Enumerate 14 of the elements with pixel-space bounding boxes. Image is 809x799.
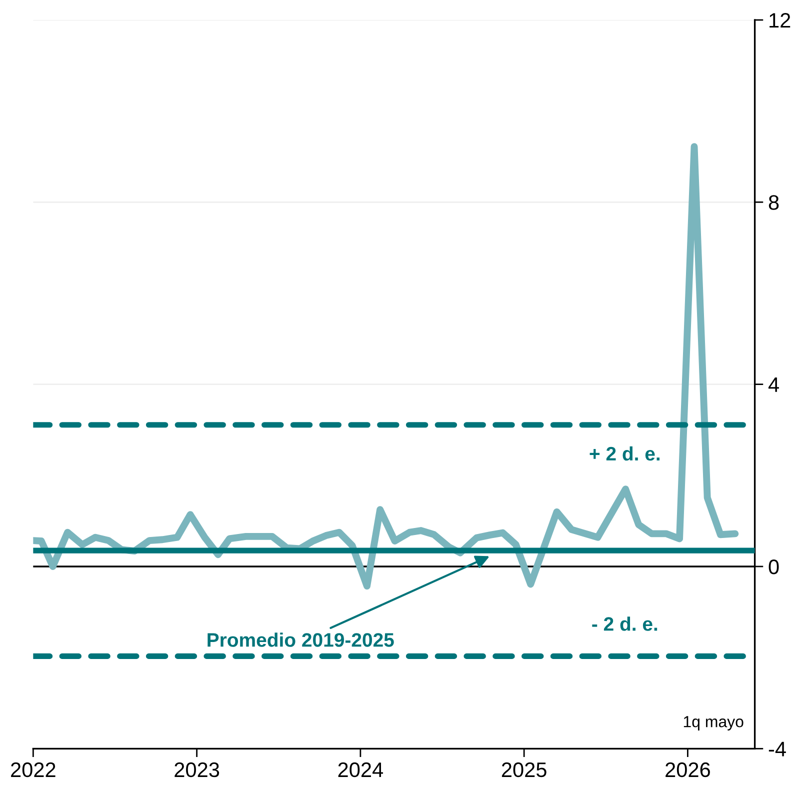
x-tick-label: 2026: [666, 762, 710, 778]
ref-line-label: Promedio 2019-2025: [208, 632, 394, 647]
x-tick-label: 2025: [502, 762, 546, 778]
x-tick-label: 2023: [174, 762, 220, 778]
y-tick-label: 12: [770, 12, 790, 28]
ref-line-label: + 2 d. e.: [590, 446, 660, 461]
y-tick-label: -4: [768, 742, 786, 756]
x-tick-label: 2022: [11, 762, 56, 778]
y-tick-label: 0: [768, 559, 779, 574]
ref-line-label: - 2 d. e.: [592, 616, 658, 631]
annotation: 1q mayo: [684, 716, 744, 730]
y-tick-label: 4: [768, 378, 779, 392]
y-tick-label: 8: [768, 195, 779, 210]
x-tick-label: 2024: [338, 762, 384, 778]
